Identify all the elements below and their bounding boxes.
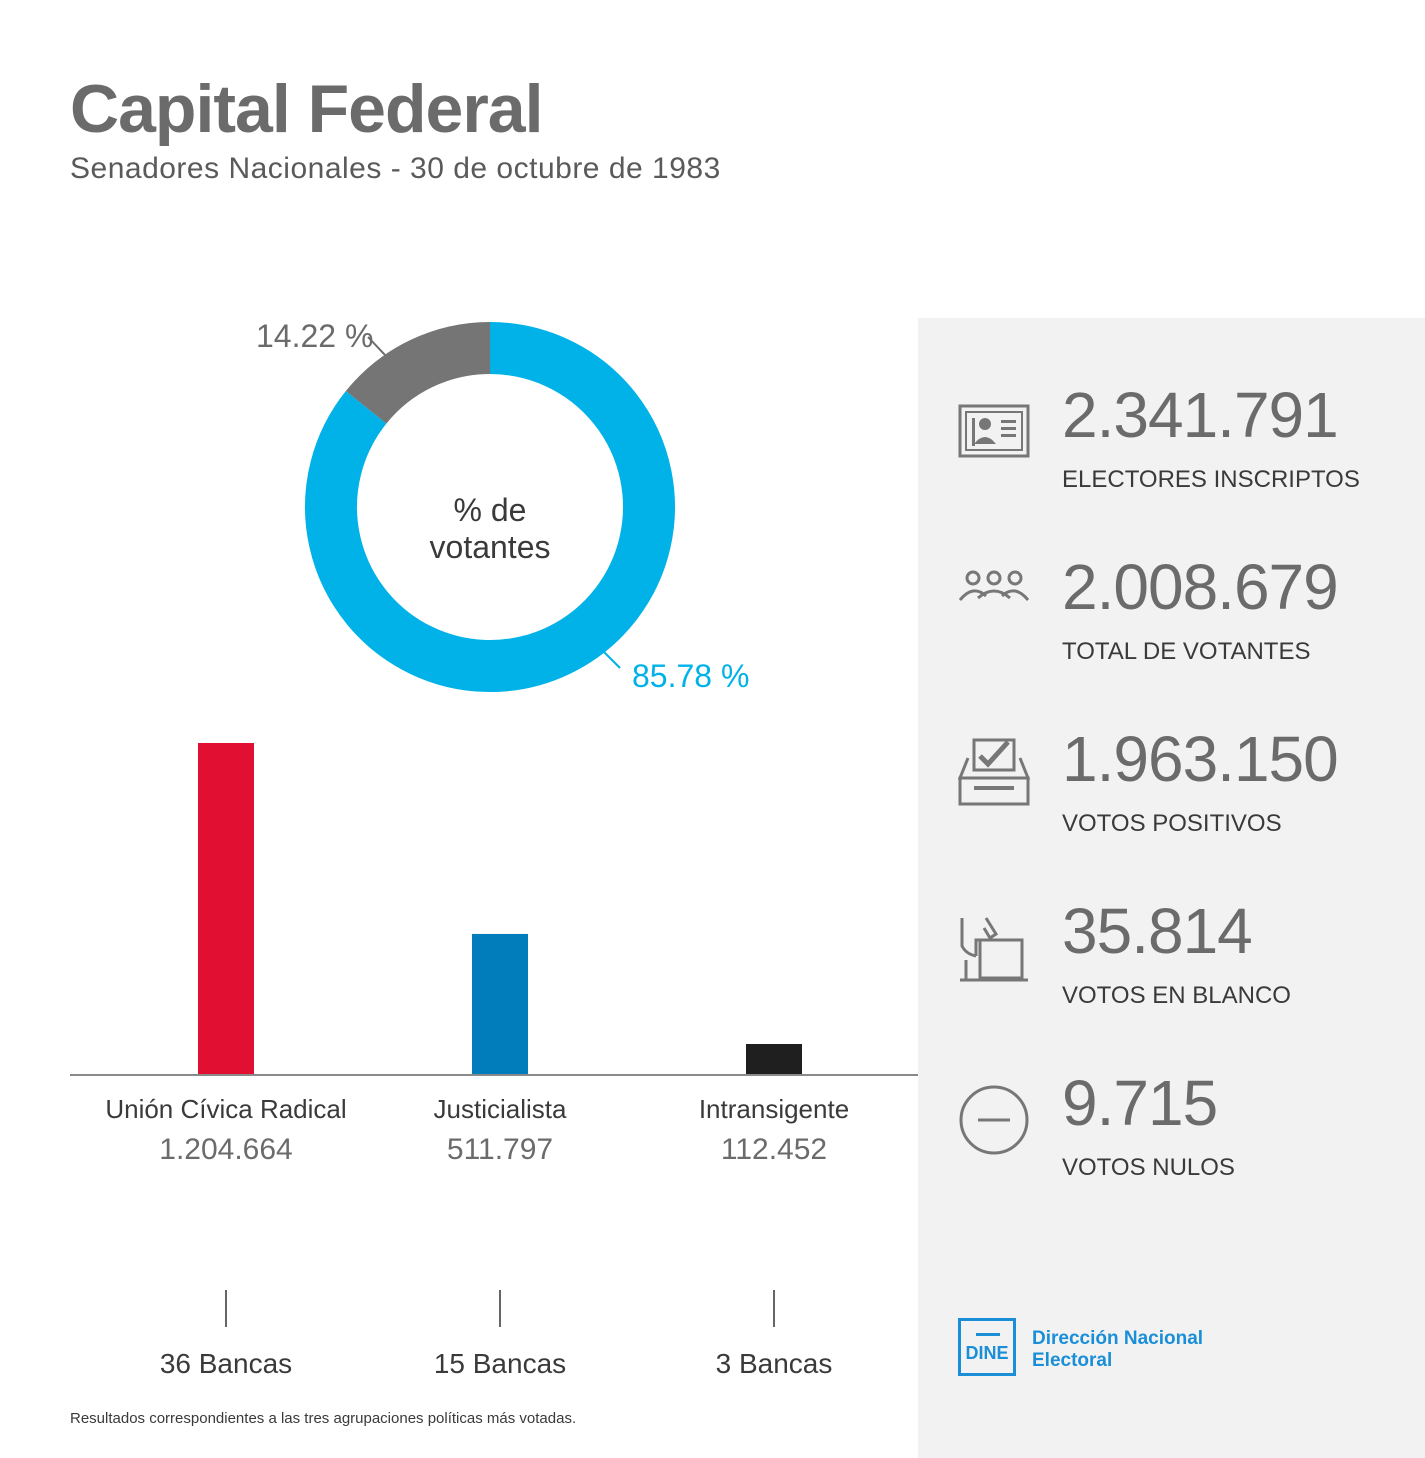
stat-value: 2.341.791 [1062,379,1339,451]
footnote: Resultados correspondientes a las tres a… [70,1410,577,1427]
stat-value: 1.963.150 [1062,723,1339,795]
leader-line-nonvoters [367,336,386,356]
stat-label: TOTAL DE VOTANTES [1062,638,1311,665]
leader-line-voters [601,649,621,669]
stat-positivos: 1.963.150 VOTOS POSITIVOS [918,723,1425,858]
donut-label-voters: 85.78 % [632,658,750,694]
stat-label: VOTOS POSITIVOS [1062,810,1282,837]
stat-label: VOTOS NULOS [1062,1154,1235,1181]
logo-name: Dirección Nacional Electoral [1032,1328,1204,1371]
stat-nulos: 9.715 VOTOS NULOS [918,1067,1425,1202]
id-card-icon [958,404,1030,458]
bar-0 [198,743,254,1075]
page-subtitle: Senadores Nacionales - 30 de octubre de … [70,152,721,185]
category-label: Intransigente [698,1094,850,1124]
donut-slice-1 [345,322,491,425]
bar-2 [746,1044,802,1075]
party-votes-bar-chart [70,743,918,1076]
people-group-icon [958,570,1030,601]
category-label: Justicialista [433,1094,567,1124]
donut-center-label: % de votantes [429,492,551,565]
bar-1 [472,933,528,1075]
stat-value: 2.008.679 [1062,551,1339,623]
donut-label-nonvoters: 14.22 % [256,318,374,354]
category-value: 112.452 [720,1133,828,1166]
turnout-donut-chart [305,322,675,692]
hand-ballot-icon [960,917,1028,982]
category-intransigente: Intransigente 112.452 [644,1094,904,1167]
stat-value: 9.715 [1062,1067,1218,1139]
category-justicialista: Justicialista 511.797 [370,1094,630,1167]
seat-divider [499,1290,501,1327]
dine-logo: DINE [958,1318,1016,1376]
category-ucr: Unión Cívica Radical 1.204.664 [96,1094,356,1167]
seats-intransigente: 3 Bancas [715,1348,833,1379]
stat-electores: 2.341.791 ELECTORES INSCRIPTOS [918,379,1425,514]
seat-divider [225,1290,227,1327]
logo-mark: DINE [965,1343,1009,1363]
minus-circle-icon [959,1085,1029,1155]
stat-label: ELECTORES INSCRIPTOS [1062,466,1360,493]
seats-justicialista: 15 Bancas [433,1348,567,1379]
category-label: Unión Cívica Radical [105,1094,347,1124]
stat-value: 35.814 [1062,895,1253,967]
category-value: 511.797 [446,1133,554,1166]
stats-panel: 2.341.791 ELECTORES INSCRIPTOS 2.008.679… [918,318,1425,1458]
logo-bar [976,1333,1000,1336]
ballot-check-icon [957,738,1031,806]
stat-votantes: 2.008.679 TOTAL DE VOTANTES [918,551,1425,686]
donut-slice-0 [305,322,675,692]
stat-label: VOTOS EN BLANCO [1062,982,1291,1009]
stat-blanco: 35.814 VOTOS EN BLANCO [918,895,1425,1030]
page-title: Capital Federal [70,71,543,147]
seats-ucr: 36 Bancas [159,1348,293,1379]
category-value: 1.204.664 [159,1133,293,1166]
seat-divider [773,1290,775,1327]
